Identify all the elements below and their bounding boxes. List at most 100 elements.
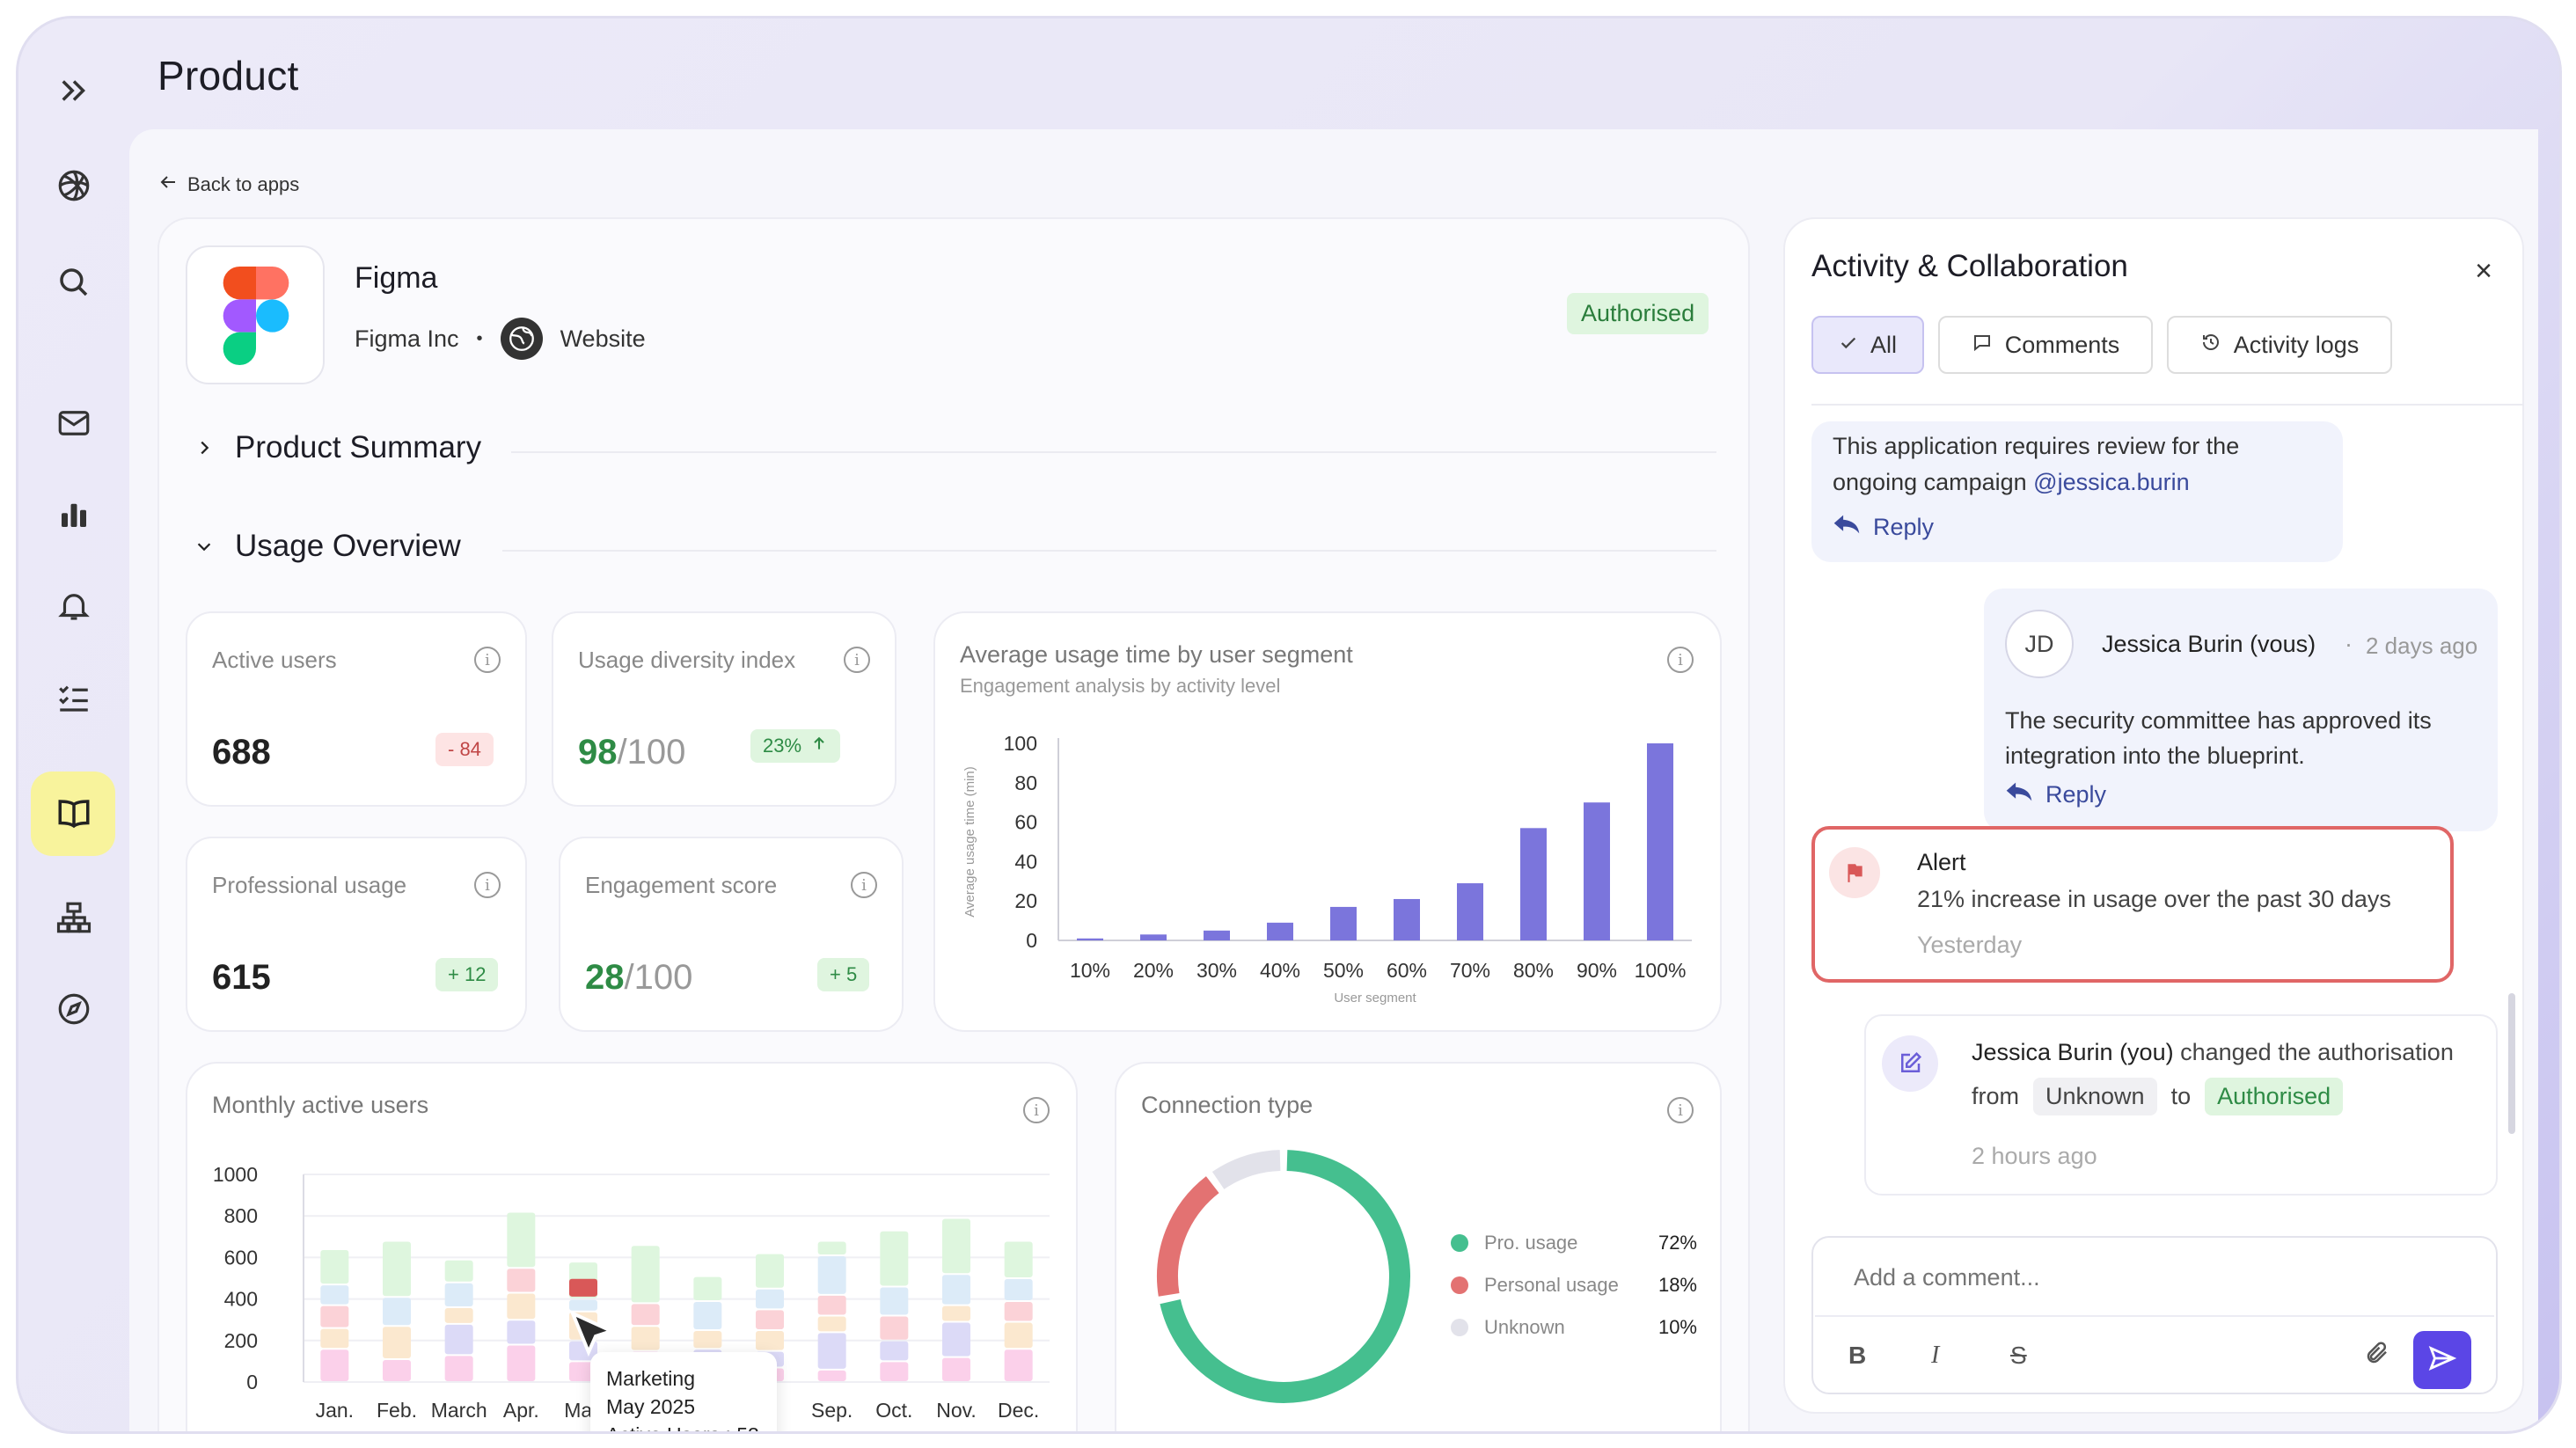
chart-bar-segment [756,1289,784,1309]
checklist-icon[interactable] [48,671,100,724]
section-product-summary[interactable]: Product Summary [194,430,481,465]
chart-bar-segment [880,1362,909,1381]
cursor-icon [569,1310,617,1357]
chart-bar [1140,934,1167,940]
legend-item: Unknown 10% [1451,1306,1697,1349]
x-tick-label: March [431,1399,487,1422]
kpi-value: 615 [212,958,271,997]
alert-time: Yesterday [1917,932,2023,958]
main-content: Back to apps Figma Figma Inc • [129,129,2538,1431]
section-title: Product Summary [235,430,482,464]
chart-bar-segment [817,1316,846,1332]
chart-bar-segment [320,1305,349,1327]
chart-bar-segment [942,1275,970,1305]
info-icon[interactable]: i [1667,1097,1694,1123]
log-text: Jessica Burin (you) changed the authoris… [1972,1039,2454,1066]
scrollbar[interactable] [2508,993,2515,1134]
bold-icon[interactable]: B [1848,1342,1867,1369]
expand-sidebar-icon[interactable] [48,64,100,117]
kpi-delta: - 84 [435,733,494,766]
mail-icon[interactable] [48,397,100,450]
chart-bar-segment [631,1304,660,1326]
section-usage-overview[interactable]: Usage Overview [194,529,461,564]
logo-icon[interactable] [48,159,100,212]
connection-donut-chart [1157,1150,1410,1403]
arrow-up-icon [810,735,828,757]
y-tick-label: 1000 [213,1163,258,1186]
status-badge: Authorised [2205,1078,2344,1115]
info-icon[interactable]: i [1023,1097,1050,1123]
x-tick-label: 100% [1635,959,1687,982]
kpi-value-denominator: /100 [617,733,686,772]
y-tick-label: 0 [1026,929,1037,952]
tab-all[interactable]: All [1811,316,1924,374]
x-tick-label: Jan. [316,1399,354,1422]
log-time: 2 hours ago [1972,1143,2097,1169]
y-tick-label: 800 [224,1204,258,1227]
chart-bar-segment [320,1249,349,1284]
info-icon[interactable]: i [474,647,501,673]
kpi-delta: + 12 [435,958,499,991]
chart-bar-segment [942,1218,970,1274]
tab-activity-logs[interactable]: Activity logs [2167,316,2392,374]
chart-bar [1520,828,1547,940]
chart-bar [1267,922,1293,940]
chart-bar-segment [880,1287,909,1315]
info-icon[interactable]: i [1667,647,1694,673]
chart-title: Average usage time by user segment [960,641,1353,668]
info-icon[interactable]: i [844,647,870,673]
chart-bar-segment [1004,1322,1033,1349]
legend-label: Personal usage [1484,1274,1619,1296]
mention-link[interactable]: @jessica.burin [2033,469,2190,495]
history-icon [2200,332,2221,359]
alert-card: Alert 21% increase in usage over the pas… [1811,826,2454,983]
x-tick-label: 70% [1450,959,1490,982]
comment-composer: B I S [1811,1236,2498,1394]
close-icon[interactable]: × [2475,254,2492,288]
avatar: JD [2005,610,2074,678]
send-button[interactable] [2413,1331,2471,1389]
avg-usage-chart: 0 20 40 60 80 100 10% 20% 30% 40% 50% 60% 70% 80% 90% 1… [962,732,1692,1006]
globe-icon [500,318,543,360]
kpi-value-number: 98 [578,733,618,772]
info-icon[interactable]: i [851,872,877,898]
strikethrough-icon[interactable]: S [2010,1342,2027,1369]
book-icon[interactable] [48,787,100,840]
tab-comments[interactable]: Comments [1938,316,2153,374]
hierarchy-icon[interactable] [48,891,100,944]
chart-bar [1457,883,1483,940]
chart-bar-segment [693,1301,722,1329]
italic-icon[interactable]: I [1931,1342,1940,1369]
reply-button[interactable]: Reply [2005,780,2106,809]
kpi-value: 98/100 [578,733,685,772]
compass-icon[interactable] [48,983,100,1035]
x-tick-label: 50% [1323,959,1364,982]
chart-title: Connection type [1141,1092,1314,1118]
chart-bar-segment [1004,1349,1033,1381]
section-title: Usage Overview [235,529,461,563]
chart-legend: Pro. usage 72% Personal usage 18% Unknown 10% [1451,1222,1697,1349]
info-icon[interactable]: i [474,872,501,898]
website-link[interactable]: Website [560,325,646,352]
back-link[interactable]: Back to apps [157,172,299,198]
chart-bar-segment [383,1298,411,1326]
sidebar [18,18,129,1431]
activity-log-entry: Jessica Burin (you) changed the authoris… [1864,1014,2498,1196]
search-icon[interactable] [48,256,100,309]
bell-icon[interactable] [48,580,100,633]
app-window: Product Back to apps Figma Figma In [16,16,2562,1434]
attach-icon[interactable] [2364,1340,2390,1371]
legend-item: Personal usage 18% [1451,1264,1697,1306]
chart-bar-segment [1004,1301,1033,1321]
chart-bar [1204,930,1230,940]
legend-value: 72% [1658,1232,1697,1254]
tooltip-series: Marketing [606,1367,695,1390]
alert-text: 21% increase in usage over the past 30 d… [1917,886,2391,912]
chart-bar [1330,906,1357,940]
comment-input[interactable] [1815,1240,2494,1317]
chart-bar-segment [383,1327,411,1359]
tab-label: Comments [2004,331,2120,358]
reply-button[interactable]: Reply [1833,513,1934,542]
chart-bar-segment [507,1293,536,1320]
analytics-icon[interactable] [48,488,100,541]
